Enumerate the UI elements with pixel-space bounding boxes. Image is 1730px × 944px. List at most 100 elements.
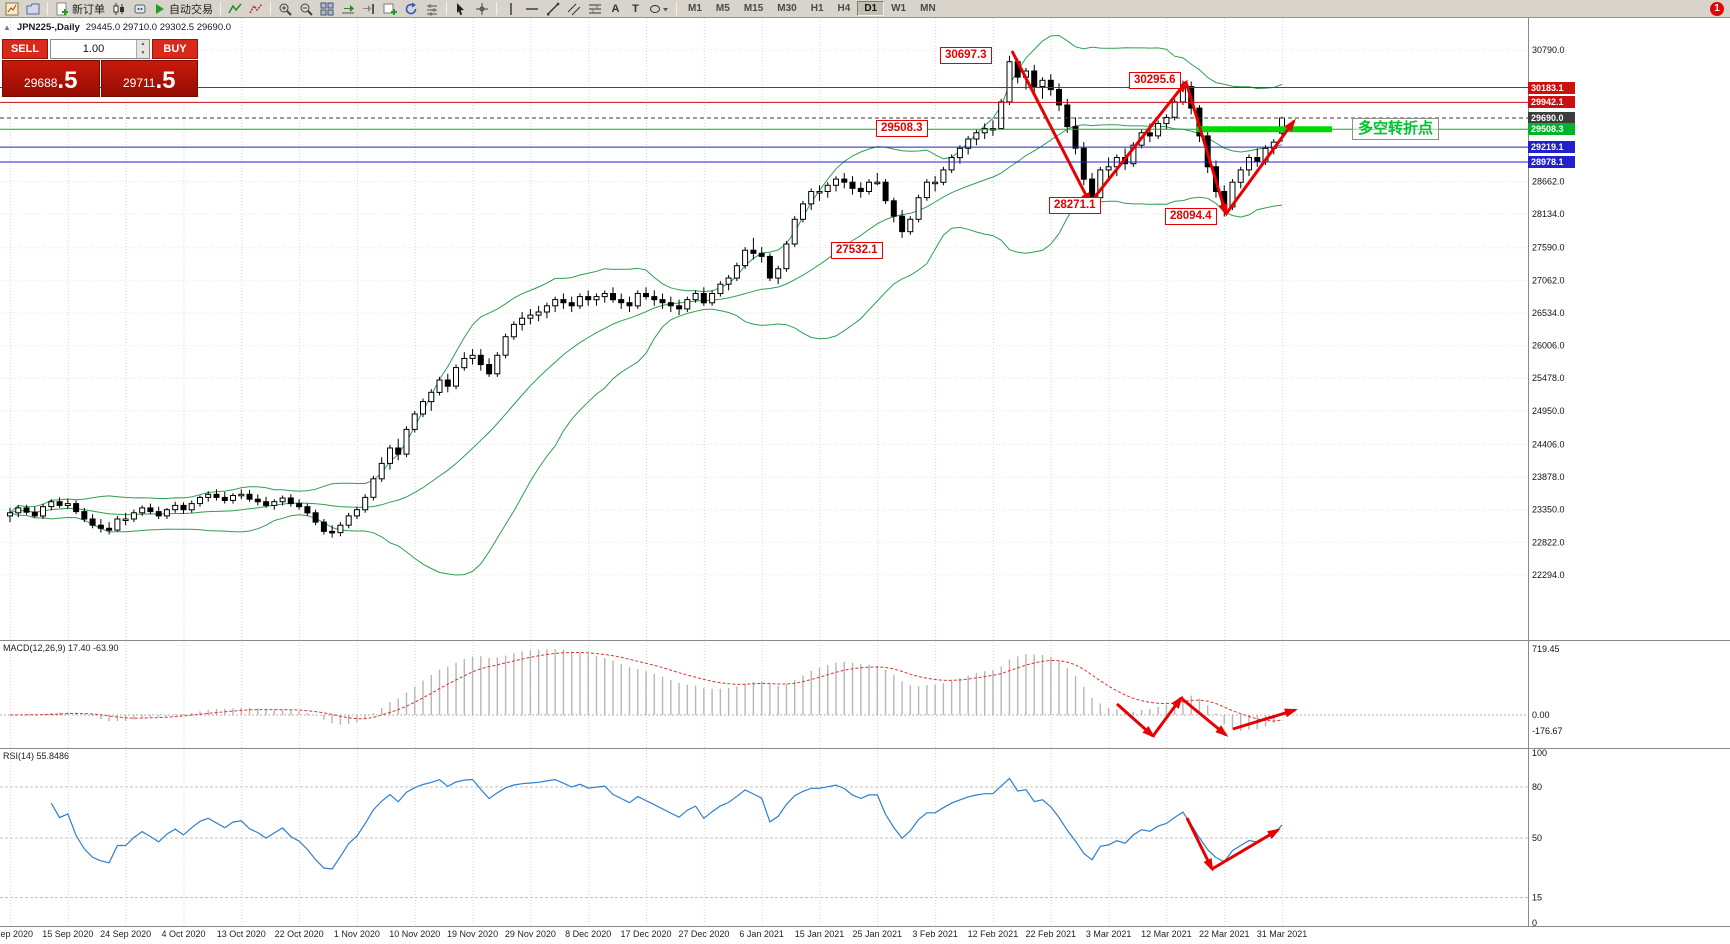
macd-axis-label: 0.00	[1532, 710, 1550, 720]
candle	[1254, 157, 1261, 163]
timeframe-button-d1[interactable]: D1	[857, 1, 885, 16]
trend-arrow-head	[1267, 828, 1281, 839]
candle	[1080, 147, 1087, 180]
candle	[998, 101, 1005, 130]
bollinger-lower-band	[9, 196, 1283, 576]
candlestick-view-button[interactable]	[109, 1, 129, 17]
zoom-out-button[interactable]	[296, 1, 316, 17]
candle	[659, 299, 666, 304]
volume-down-button[interactable]: ▼	[137, 49, 149, 58]
price-tag: 29690.0	[1528, 112, 1575, 124]
chart-ohlc-values: 29445.0 29710.0 29302.5 29690.0	[85, 22, 232, 33]
candle	[717, 283, 724, 295]
refresh-button[interactable]	[401, 1, 421, 17]
chart-shift-button[interactable]	[359, 1, 379, 17]
autotrading-button[interactable]: 自动交易	[151, 1, 216, 17]
timeframe-button-h4[interactable]: H4	[837, 3, 851, 14]
shapes-button[interactable]	[646, 1, 672, 17]
turning-point-label[interactable]: 多空转折点	[1352, 118, 1440, 140]
chart-canvas[interactable]: 30790.0 28662.0 28134.0 27590.0 27062.0 26534…	[0, 18, 1730, 944]
notification-badge[interactable]: 1	[1710, 1, 1724, 16]
timeframe-button-w1[interactable]: W1	[891, 3, 907, 14]
buy-button[interactable]: BUY	[152, 39, 198, 59]
price-annotation[interactable]: 30697.3	[940, 47, 992, 64]
price-annotation[interactable]: 29508.3	[876, 120, 928, 137]
price-annotation[interactable]: 27532.1	[831, 242, 883, 259]
candle	[725, 277, 732, 285]
cursor-button[interactable]	[451, 1, 471, 17]
candle	[1047, 79, 1054, 91]
candle	[552, 299, 559, 307]
volume-input[interactable]: 1.00	[82, 43, 105, 55]
candle	[899, 215, 906, 233]
candle	[816, 191, 823, 194]
zoom-in-button[interactable]	[275, 1, 295, 17]
timeframe-button-m30[interactable]: M30	[777, 3, 797, 14]
candle	[676, 305, 683, 310]
autoscroll-button[interactable]	[338, 1, 358, 17]
trendline-button[interactable]	[543, 1, 563, 17]
timeframe-button-m15[interactable]: M15	[743, 3, 764, 14]
vertical-line-button[interactable]	[501, 1, 521, 17]
label-tool-button[interactable]: T	[626, 1, 645, 17]
date-axis-label: 15 Sep 2020	[42, 929, 93, 939]
timeframe-button-m1[interactable]: M1	[688, 3, 702, 14]
channel-button[interactable]	[564, 1, 584, 17]
trend-arrow[interactable]	[1211, 828, 1279, 871]
candle	[494, 354, 501, 375]
candle	[1039, 79, 1046, 87]
trend-arrow[interactable]	[1010, 50, 1092, 204]
price-annotation[interactable]: 28271.1	[1049, 197, 1101, 214]
panel-collapse-icon[interactable]: ▲	[3, 23, 11, 32]
trend-arrow[interactable]	[1184, 81, 1228, 215]
sell-button[interactable]: SELL	[2, 39, 48, 59]
ea-icon[interactable]	[130, 1, 150, 17]
candle	[874, 181, 881, 185]
candle	[1064, 104, 1071, 128]
text-tool-button[interactable]: A	[606, 1, 625, 17]
sell-price-button[interactable]: 29688 .5	[2, 60, 100, 97]
candle	[329, 530, 336, 534]
date-axis-label: 12 Feb 2021	[968, 929, 1019, 939]
trend-arrow[interactable]	[1224, 120, 1296, 215]
indicators-button[interactable]	[225, 1, 245, 17]
timeframe-button-mn[interactable]: MN	[920, 3, 936, 14]
timeframe-button-h1[interactable]: H1	[810, 3, 824, 14]
candle	[7, 512, 13, 517]
rsi-axis-label: 50	[1532, 833, 1542, 843]
price-axis-label: 25478.0	[1532, 373, 1565, 383]
date-axis-label: 15 Jan 2021	[795, 929, 845, 939]
text-tool-glyph: A	[611, 2, 620, 15]
tile-windows-button[interactable]	[317, 1, 337, 17]
candle	[956, 147, 963, 159]
price-annotation[interactable]: 28094.4	[1165, 208, 1217, 225]
date-axis-label: 25 Jan 2021	[853, 929, 903, 939]
horizontal-line-button[interactable]	[522, 1, 542, 17]
trend-arrow[interactable]	[1232, 708, 1296, 731]
buy-price-button[interactable]: 29711 .5	[100, 60, 198, 97]
new-order-button[interactable]: 新订单	[52, 1, 108, 17]
candle	[353, 509, 360, 517]
new-chart-button[interactable]	[2, 1, 22, 17]
profiles-icon[interactable]	[23, 1, 43, 17]
candle	[469, 354, 476, 359]
fibonacci-button[interactable]	[585, 1, 605, 17]
trend-arrow[interactable]	[1088, 81, 1188, 204]
candle	[1246, 157, 1252, 171]
trend-arrow-head	[1284, 118, 1296, 132]
rsi-line	[50, 777, 1283, 870]
chart-properties-button[interactable]	[422, 1, 442, 17]
candle	[907, 218, 914, 233]
candle	[312, 512, 319, 523]
candle	[106, 527, 113, 531]
timeframe-button-m5[interactable]: M5	[715, 3, 730, 14]
objects-list-button[interactable]	[246, 1, 266, 17]
candle	[15, 507, 22, 514]
new-window-button[interactable]	[380, 1, 400, 17]
price-annotation[interactable]: 30295.6	[1129, 72, 1181, 89]
candle	[1146, 132, 1153, 137]
crosshair-button[interactable]	[472, 1, 492, 17]
candle	[890, 200, 897, 217]
candle	[1089, 178, 1096, 199]
volume-up-button[interactable]: ▲	[137, 40, 149, 49]
